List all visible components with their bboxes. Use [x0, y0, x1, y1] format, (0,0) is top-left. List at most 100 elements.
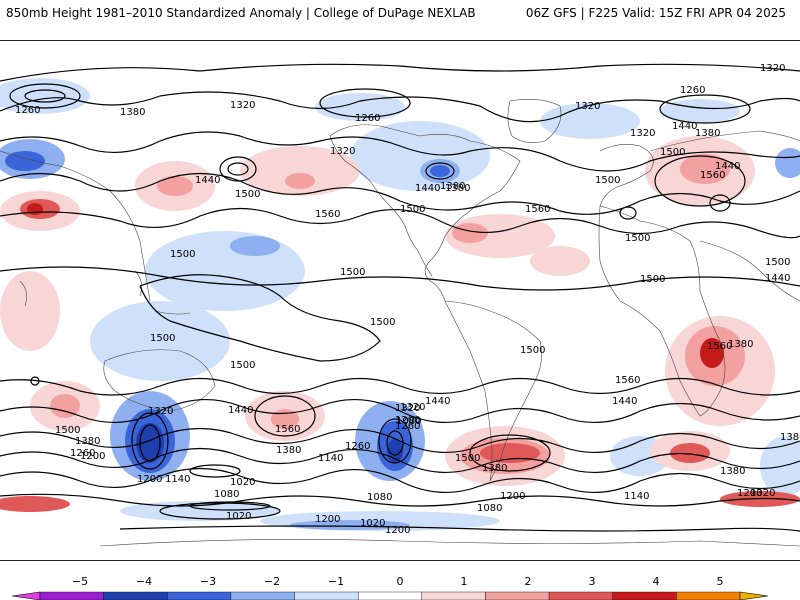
contour-label: 1200 [315, 514, 340, 525]
colorbar-swatch [294, 591, 359, 600]
colorbar-swatches [11, 591, 769, 600]
contour-label: 1500 [640, 274, 665, 285]
colorbar-low-arrow [11, 591, 41, 600]
contour-label: 1500 [55, 425, 80, 436]
contour-label: 1320 [400, 402, 425, 413]
colorbar-tick-label: 5 [717, 575, 724, 588]
contour-label: 1320 [750, 488, 775, 499]
contour-label: 1320 [230, 100, 255, 111]
contour-label: 1500 [455, 453, 480, 464]
colorbar-tick-label: −2 [264, 575, 280, 588]
contour-label: 1260 [355, 113, 380, 124]
colorbar-tick-label: 3 [589, 575, 596, 588]
contour-label: 1500 [370, 317, 395, 328]
contour-label: 1380 [728, 339, 753, 350]
colorbar-tick-label: −5 [72, 575, 88, 588]
contour-label: 1500 [765, 257, 790, 268]
colorbar-swatch [357, 591, 423, 600]
contour-label: 1140 [318, 453, 343, 464]
colorbar-swatch [548, 591, 613, 600]
contour-label: 1560 [315, 209, 340, 220]
colorbar-tick-label: 0 [397, 575, 404, 588]
contour-label: 1560 [275, 424, 300, 435]
contour-label: 1500 [230, 360, 255, 371]
colorbar-tick-label: −1 [328, 575, 344, 588]
contour-label: 1260 [345, 441, 370, 452]
contour-label: 1200 [737, 488, 762, 499]
contour-label: 1380 [75, 436, 100, 447]
contour-label: 1380 [440, 181, 465, 192]
contour-label: 1500 [660, 147, 685, 158]
contour-label: 1500 [595, 175, 620, 186]
contour-label: 1320 [575, 101, 600, 112]
contour-label: 1500 [235, 189, 260, 200]
contour-label: 1080 [214, 489, 239, 500]
contour-label: 1320 [148, 406, 173, 417]
contour-label: 1500 [170, 249, 195, 260]
contour-label: 1380 [276, 445, 301, 456]
colorbar-swatch [612, 591, 677, 600]
contour-label: 1200 [395, 415, 420, 426]
contour-label: 1440 [228, 405, 253, 416]
contour-label: 1560 [615, 375, 640, 386]
contour-label: 1440 [425, 396, 450, 407]
run-info: 06Z GFS | F225 Valid: 15Z FRI APR 04 202… [525, 6, 786, 20]
contour-label: 1440 [415, 183, 440, 194]
height-contours [0, 63, 800, 532]
contour-label: 1320 [630, 128, 655, 139]
colorbar: −5 −4 −3 −2 −1 0 1 2 3 4 5 [11, 575, 769, 600]
contour-label: 1500 [340, 267, 365, 278]
colorbar-ticks: −5 −4 −3 −2 −1 0 1 2 3 4 5 [72, 575, 724, 588]
colorbar-tick-label: −4 [136, 575, 152, 588]
contour-label: 1560 [700, 170, 725, 181]
contour-label: 1560 [525, 204, 550, 215]
contour-label: 1320 [395, 403, 420, 414]
contour-label: 1080 [367, 492, 392, 503]
contour-label: 1440 [715, 161, 740, 172]
contour-label: 1380 [720, 466, 745, 477]
contour-label: 1380 [445, 183, 470, 194]
contour-label: 1080 [396, 416, 421, 427]
colorbar-high-arrow [739, 591, 769, 600]
contour-label: 1140 [165, 474, 190, 485]
colorbar-tick-label: 1 [461, 575, 468, 588]
colorbar-swatch [421, 591, 486, 600]
contour-label: 1380 [120, 107, 145, 118]
contour-label: 1440 [612, 396, 637, 407]
contour-label: 1500 [520, 345, 545, 356]
anomaly-map: 1320 1260 1380 1320 1260 1320 1260 1320 1440 1380… [0, 40, 800, 561]
contour-label: 1260 [70, 448, 95, 459]
colorbar-tick-label: 2 [525, 575, 532, 588]
contour-label: 1440 [765, 273, 790, 284]
contour-label: 1380 [780, 432, 800, 443]
colorbar-swatch [39, 591, 104, 600]
contour-label: 1380 [695, 128, 720, 139]
contour-label: 1200 [385, 525, 410, 536]
contour-label: 1500 [625, 233, 650, 244]
contour-label: 1140 [624, 491, 649, 502]
contour-label: 1200 [137, 474, 162, 485]
header: 850mb Height 1981–2010 Standardized Anom… [0, 0, 800, 24]
colorbar-swatch [676, 591, 741, 600]
contour-label: 1380 [482, 463, 507, 474]
colorbar-swatch [167, 591, 232, 600]
contour-label: 1560 [707, 341, 732, 352]
colorbar-tick-label: −3 [200, 575, 216, 588]
contour-label: 1020 [226, 511, 251, 522]
contour-label: 1440 [195, 175, 220, 186]
contour-label: 1260 [395, 421, 420, 432]
contour-label: 1440 [672, 121, 697, 132]
contour-label: 1320 [760, 63, 785, 74]
colorbar-swatch [230, 591, 295, 600]
contour-label: 1020 [360, 518, 385, 529]
colorbar-swatch [103, 591, 168, 600]
contour-label: 1080 [477, 503, 502, 514]
contour-label: 1200 [80, 451, 105, 462]
colorbar-swatch [485, 591, 550, 600]
contour-label: 1260 [680, 85, 705, 96]
contour-label: 1260 [15, 105, 40, 116]
map-title: 850mb Height 1981–2010 Standardized Anom… [6, 6, 476, 20]
contour-label: 1320 [330, 146, 355, 157]
